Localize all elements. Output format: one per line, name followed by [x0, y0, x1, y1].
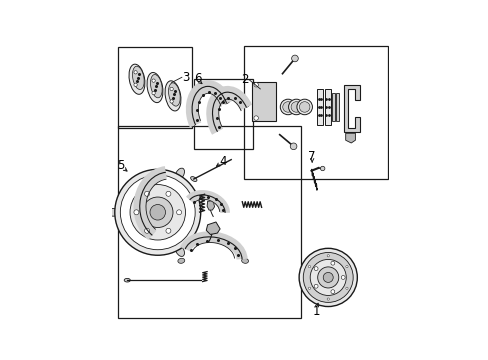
Circle shape — [165, 191, 171, 196]
Circle shape — [134, 210, 139, 215]
Text: 2: 2 — [241, 73, 248, 86]
Circle shape — [308, 287, 310, 289]
Bar — [117, 48, 192, 128]
Ellipse shape — [258, 115, 268, 121]
Ellipse shape — [258, 85, 268, 90]
Ellipse shape — [164, 81, 181, 111]
Bar — [324, 89, 330, 125]
Bar — [117, 126, 300, 318]
Circle shape — [345, 287, 347, 289]
Circle shape — [345, 266, 347, 268]
Circle shape — [176, 210, 181, 215]
Circle shape — [282, 102, 293, 112]
Circle shape — [299, 248, 357, 307]
Text: 6: 6 — [193, 72, 201, 85]
Circle shape — [120, 175, 195, 250]
Circle shape — [280, 99, 295, 115]
Circle shape — [134, 71, 137, 74]
Text: 7: 7 — [308, 150, 315, 163]
Circle shape — [313, 284, 317, 288]
Circle shape — [341, 275, 345, 279]
Ellipse shape — [150, 75, 162, 98]
Bar — [331, 93, 334, 121]
Circle shape — [330, 290, 334, 294]
Circle shape — [130, 185, 185, 240]
Text: 4: 4 — [219, 154, 226, 167]
Circle shape — [313, 267, 317, 271]
Ellipse shape — [132, 66, 144, 90]
Bar — [243, 46, 387, 179]
Polygon shape — [344, 85, 359, 132]
Circle shape — [165, 228, 171, 233]
Circle shape — [170, 87, 173, 91]
Bar — [251, 82, 275, 121]
Text: 5: 5 — [117, 159, 124, 172]
Polygon shape — [206, 222, 220, 234]
Text: 1: 1 — [312, 305, 320, 318]
Circle shape — [299, 102, 309, 112]
Circle shape — [253, 82, 258, 87]
Ellipse shape — [223, 99, 229, 104]
Bar — [317, 89, 323, 125]
Polygon shape — [207, 201, 214, 210]
Circle shape — [290, 143, 296, 150]
Ellipse shape — [147, 72, 163, 103]
Circle shape — [134, 83, 137, 86]
Circle shape — [253, 116, 258, 120]
Circle shape — [290, 102, 301, 112]
Circle shape — [303, 252, 352, 302]
Circle shape — [115, 169, 200, 255]
Text: 3: 3 — [182, 71, 189, 84]
Circle shape — [308, 266, 310, 268]
Circle shape — [291, 55, 298, 62]
Ellipse shape — [243, 102, 249, 108]
Circle shape — [152, 91, 155, 95]
Ellipse shape — [129, 64, 144, 94]
Ellipse shape — [175, 168, 184, 180]
Circle shape — [152, 79, 155, 82]
Circle shape — [326, 255, 328, 257]
Ellipse shape — [107, 208, 120, 216]
Ellipse shape — [175, 245, 184, 256]
Bar — [193, 79, 253, 149]
Ellipse shape — [168, 83, 180, 106]
Circle shape — [150, 204, 165, 220]
Bar — [254, 108, 271, 114]
Circle shape — [144, 191, 149, 196]
Ellipse shape — [124, 278, 130, 282]
Bar — [254, 89, 271, 94]
Ellipse shape — [241, 258, 248, 263]
Circle shape — [296, 99, 312, 115]
Ellipse shape — [178, 258, 184, 263]
Circle shape — [326, 298, 328, 300]
Circle shape — [309, 260, 346, 296]
Circle shape — [170, 100, 173, 103]
Circle shape — [323, 273, 332, 283]
Polygon shape — [345, 133, 355, 143]
Bar — [254, 98, 271, 104]
Circle shape — [330, 261, 334, 265]
Circle shape — [320, 166, 324, 171]
Bar — [335, 93, 339, 121]
Circle shape — [142, 197, 173, 228]
Circle shape — [144, 228, 149, 233]
Circle shape — [288, 99, 304, 115]
Circle shape — [317, 267, 338, 288]
Ellipse shape — [190, 177, 197, 181]
